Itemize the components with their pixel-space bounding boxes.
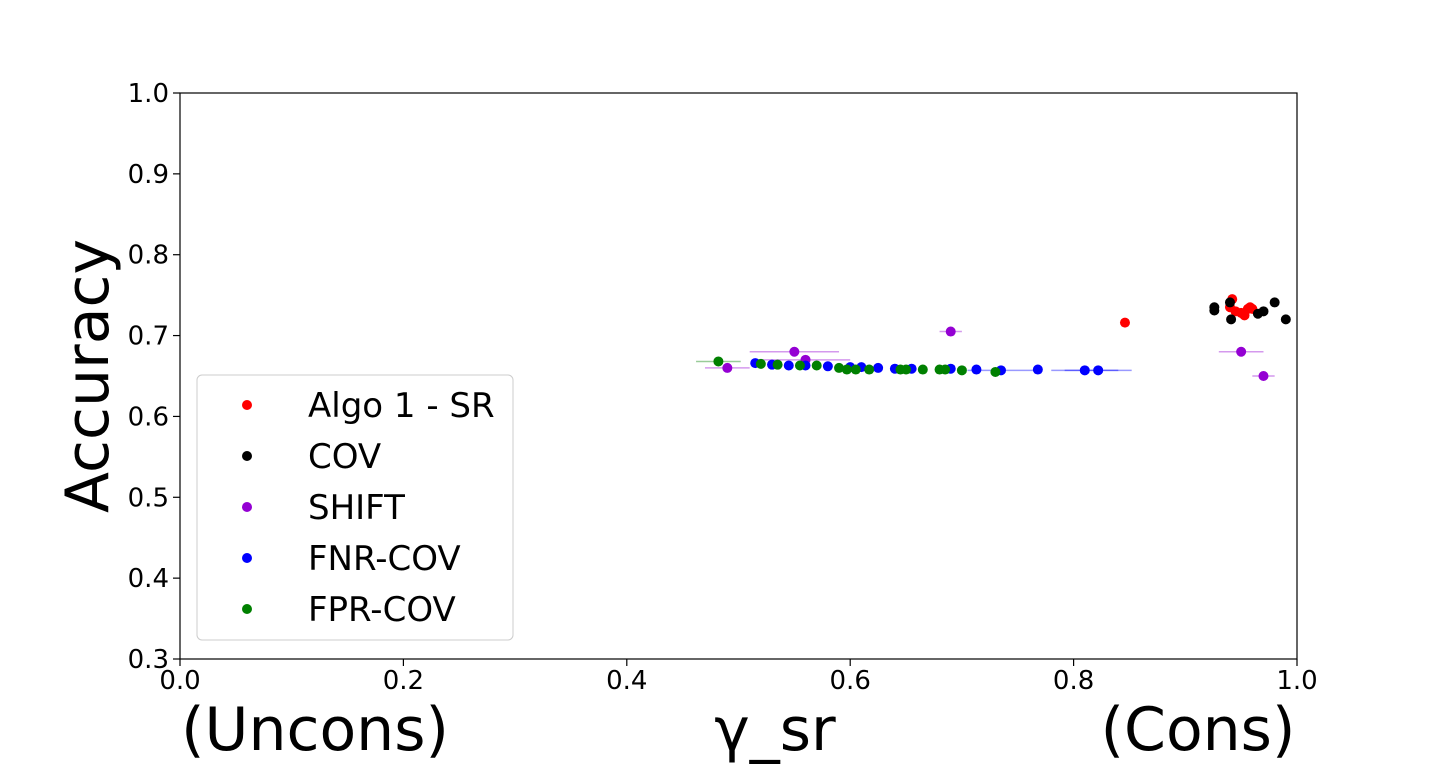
y-axis-label: Accuracy xyxy=(53,239,123,513)
series-0 xyxy=(1119,294,1258,328)
data-point xyxy=(1119,317,1130,328)
data-point xyxy=(850,364,861,375)
data-point xyxy=(772,359,783,370)
y-tick-label: 0.5 xyxy=(128,483,169,513)
data-point xyxy=(1209,305,1220,316)
data-point xyxy=(1280,314,1291,325)
data-point xyxy=(755,358,766,369)
data-point xyxy=(1226,314,1237,325)
y-tick-label: 0.4 xyxy=(128,564,169,594)
x-tick-label: 0.6 xyxy=(830,666,871,696)
x-axis-label: γ_sr xyxy=(714,695,836,765)
x-tick-label: 0.2 xyxy=(383,666,424,696)
data-point xyxy=(822,361,833,372)
data-point xyxy=(811,360,822,371)
data-marks xyxy=(696,294,1291,381)
legend-marker xyxy=(242,451,252,461)
data-point xyxy=(789,346,800,357)
data-point xyxy=(901,364,912,375)
data-point xyxy=(1079,365,1090,376)
series-1 xyxy=(1209,297,1291,325)
legend-label: SHIFT xyxy=(308,488,405,528)
data-point xyxy=(794,360,805,371)
legend-label: FPR-COV xyxy=(308,590,456,630)
data-point xyxy=(713,356,724,367)
data-point xyxy=(1269,297,1280,308)
x-tick-label: 0.8 xyxy=(1053,666,1094,696)
data-point xyxy=(1093,365,1104,376)
y-tick-label: 0.7 xyxy=(128,322,169,352)
y-tick-label: 0.3 xyxy=(128,645,169,675)
legend-frame xyxy=(196,374,514,641)
data-point xyxy=(971,364,982,375)
series-2 xyxy=(704,326,1275,381)
y-tick-label: 0.6 xyxy=(128,402,169,432)
data-point xyxy=(783,360,794,371)
legend-marker xyxy=(242,400,252,410)
x-tick-label: 1.0 xyxy=(1276,666,1317,696)
data-point xyxy=(940,364,951,375)
data-point xyxy=(864,364,875,375)
data-point xyxy=(722,362,733,373)
y-tick-label: 1.0 xyxy=(128,79,169,109)
y-axis: 0.3 0.4 0.5 0.6 0.7 0.8 0.9 1.0 xyxy=(128,79,180,675)
plot-frame xyxy=(179,92,1298,660)
data-point xyxy=(1224,297,1235,308)
legend: Algo 1 - SR COV SHIFT FNR-COV FPR-COV xyxy=(196,374,514,641)
x-tick-label: 0.4 xyxy=(606,666,647,696)
data-point xyxy=(1258,306,1269,317)
data-point xyxy=(990,366,1001,377)
data-point xyxy=(1236,346,1247,357)
data-point xyxy=(945,326,956,337)
data-point xyxy=(834,362,845,373)
x-annotation-right: (Cons) xyxy=(1101,695,1296,765)
x-axis: 0.0 0.2 0.4 0.6 0.8 1.0 xyxy=(159,659,1318,696)
y-tick-label: 0.8 xyxy=(128,241,169,271)
data-point xyxy=(873,362,884,373)
legend-marker xyxy=(242,604,252,614)
data-point xyxy=(1258,371,1269,381)
data-point xyxy=(1032,364,1043,375)
legend-marker xyxy=(242,502,252,512)
x-tick-label: 0.0 xyxy=(159,666,200,696)
legend-label: Algo 1 - SR xyxy=(308,386,495,426)
legend-label: FNR-COV xyxy=(308,539,461,579)
legend-label: COV xyxy=(308,437,381,477)
series-4 xyxy=(696,356,1001,377)
data-point xyxy=(841,364,852,375)
y-tick-label: 0.9 xyxy=(128,160,169,190)
x-annotation-left: (Uncons) xyxy=(181,695,449,765)
data-point xyxy=(956,365,967,376)
data-point xyxy=(917,364,928,375)
legend-marker xyxy=(242,553,252,563)
